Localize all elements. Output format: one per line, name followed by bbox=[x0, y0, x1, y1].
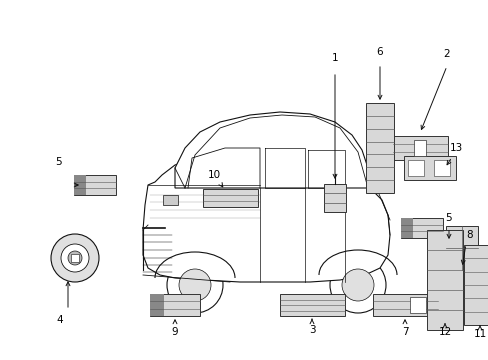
Bar bbox=[403, 156, 455, 180]
Bar bbox=[409, 297, 425, 313]
Bar bbox=[365, 103, 393, 193]
Bar bbox=[279, 294, 344, 316]
Circle shape bbox=[51, 234, 99, 282]
Text: 5: 5 bbox=[55, 157, 61, 167]
Circle shape bbox=[179, 269, 210, 301]
Bar bbox=[74, 175, 116, 195]
Text: 13: 13 bbox=[448, 143, 462, 153]
Text: 9: 9 bbox=[171, 327, 178, 337]
Bar bbox=[407, 160, 423, 176]
Bar bbox=[413, 140, 425, 156]
Polygon shape bbox=[175, 112, 367, 188]
Bar bbox=[400, 218, 442, 238]
Bar bbox=[433, 160, 449, 176]
Circle shape bbox=[167, 257, 223, 313]
Bar bbox=[150, 294, 163, 316]
Text: 2: 2 bbox=[443, 49, 449, 59]
Text: 4: 4 bbox=[57, 315, 63, 325]
Circle shape bbox=[68, 251, 82, 265]
Polygon shape bbox=[163, 195, 178, 205]
Bar bbox=[463, 245, 488, 325]
Bar bbox=[150, 294, 200, 316]
Circle shape bbox=[341, 269, 373, 301]
Text: 3: 3 bbox=[308, 325, 315, 335]
Polygon shape bbox=[142, 155, 389, 282]
Bar bbox=[426, 230, 462, 330]
Text: 7: 7 bbox=[401, 327, 407, 337]
Text: 1: 1 bbox=[331, 53, 338, 63]
Bar bbox=[445, 226, 477, 270]
Text: 5: 5 bbox=[445, 213, 451, 223]
Bar bbox=[74, 175, 85, 195]
Bar bbox=[202, 189, 257, 207]
Circle shape bbox=[329, 257, 385, 313]
Text: 12: 12 bbox=[437, 327, 451, 337]
Bar bbox=[71, 254, 79, 262]
Text: 8: 8 bbox=[466, 230, 472, 240]
Bar bbox=[400, 218, 412, 238]
Circle shape bbox=[61, 244, 89, 272]
Bar bbox=[372, 294, 437, 316]
Text: 11: 11 bbox=[472, 329, 486, 339]
Text: 10: 10 bbox=[207, 170, 220, 180]
Bar bbox=[324, 184, 346, 212]
Text: 6: 6 bbox=[376, 47, 383, 57]
Bar bbox=[392, 136, 447, 160]
